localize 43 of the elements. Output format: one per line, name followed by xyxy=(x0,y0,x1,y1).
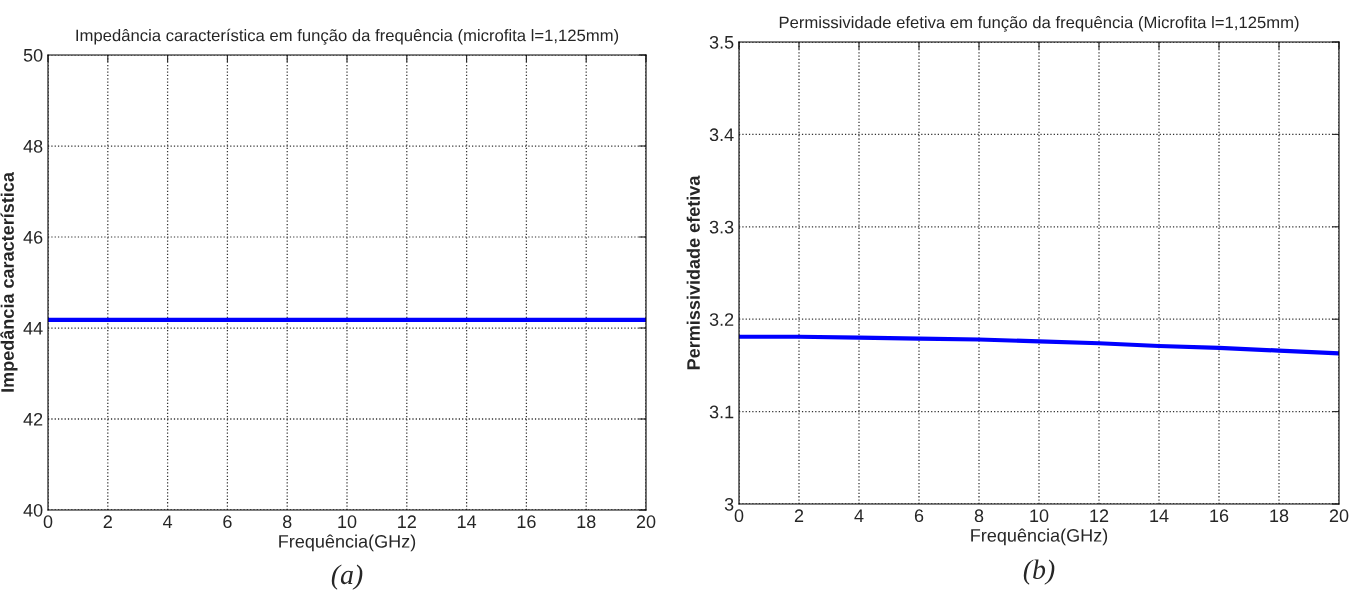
x-tick-label: 18 xyxy=(1270,509,1289,523)
y-axis-title: Permissividade efetiva xyxy=(686,175,700,370)
text: (a) xyxy=(331,564,363,590)
chart-title: Permissividade efetiva em função da frequência (Microfita l=1,125mm) xyxy=(779,15,1299,32)
x-tick-label: 2 xyxy=(794,509,804,522)
x-tick-label: 16 xyxy=(517,515,536,529)
x-tick-label: 20 xyxy=(1329,509,1349,523)
y-tick-label: 3 xyxy=(724,497,734,511)
x-tick-label: 4 xyxy=(162,515,173,528)
x-tick-label: 4 xyxy=(854,509,864,522)
y-tick-label: 3.3 xyxy=(709,220,734,234)
x-tick-label: 18 xyxy=(577,515,596,529)
x-axis-title: Frequência(GHz) xyxy=(971,528,1108,546)
y-tick-label: 48 xyxy=(23,139,43,153)
line-series xyxy=(739,334,1339,356)
y-tick-label: 3.5 xyxy=(709,35,734,49)
x-tick-label: 14 xyxy=(1150,509,1169,522)
text: (b) xyxy=(1023,559,1055,585)
y-tick-label: 46 xyxy=(23,230,43,244)
x-tick-label: 16 xyxy=(1210,509,1229,523)
y-tick-label: 40 xyxy=(23,503,43,517)
y-axis-title: Impedância característica xyxy=(0,171,18,392)
y-tick-label: 3.4 xyxy=(709,128,734,142)
x-tick-label: 20 xyxy=(636,515,656,529)
x-tick-label: 14 xyxy=(457,515,477,528)
x-tick-label: 10 xyxy=(1030,509,1049,523)
x-tick-label: 10 xyxy=(338,515,357,529)
x-tick-label: 6 xyxy=(223,515,232,529)
x-tick-label: 8 xyxy=(974,509,984,523)
y-tick-label: 44 xyxy=(23,322,43,335)
x-tick-label: 6 xyxy=(914,509,924,523)
x-tick-label: 0 xyxy=(734,509,744,523)
x-axis-title: Frequência(GHz) xyxy=(279,534,416,552)
y-tick-label: 3.1 xyxy=(709,405,734,419)
x-tick-label: 12 xyxy=(1090,509,1109,522)
x-tick-label: 2 xyxy=(103,515,112,528)
y-tick-label: 50 xyxy=(23,48,43,62)
x-tick-label: 12 xyxy=(398,515,416,528)
x-tick-label: 8 xyxy=(282,515,292,529)
y-tick-label: 42 xyxy=(23,412,43,426)
chart-title: Impedância característica em função da frequência (microfita l=1,125mm) xyxy=(76,28,619,45)
x-tick-label: 0 xyxy=(43,515,53,529)
y-tick-label: 3.2 xyxy=(709,313,734,326)
